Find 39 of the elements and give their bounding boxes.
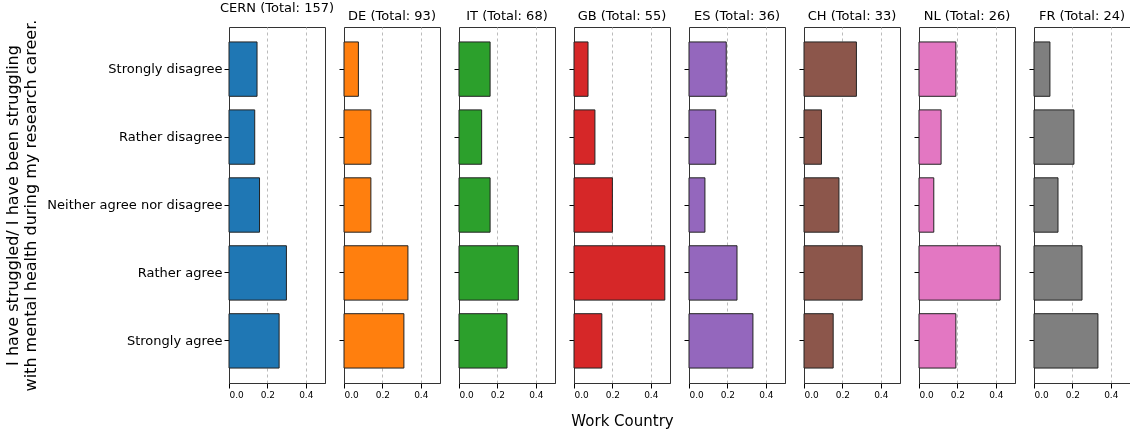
x-tick-label: 0.0 <box>459 389 475 400</box>
x-tick-label: 0.2 <box>375 389 391 400</box>
x-tick-label: 0.2 <box>260 389 276 400</box>
x-tick-label: 0.2 <box>950 389 966 400</box>
x-tick-label: 0.4 <box>1104 389 1119 400</box>
x-tick-label: 0.4 <box>644 389 659 400</box>
y-tick-label: Neither agree nor disagree <box>47 197 223 212</box>
chart-title: CERN (Total: 157) <box>219 0 335 16</box>
x-tick-label: 0.0 <box>574 389 590 400</box>
chart-title: NL (Total: 26) <box>923 8 1011 23</box>
x-tick-label: 0.2 <box>1065 389 1081 400</box>
x-tick-label: 0.4 <box>874 389 889 400</box>
chart-title: CH (Total: 33) <box>807 8 897 23</box>
x-tick-label: 0.2 <box>835 389 851 400</box>
y-tick-label: Rather disagree <box>119 129 223 145</box>
y-tick-label: Rather agree <box>137 264 223 280</box>
x-tick-label: 0.0 <box>1034 389 1050 400</box>
x-tick-label: 0.0 <box>804 389 820 400</box>
x-tick-label: 0.0 <box>689 389 705 400</box>
x-tick-label: 0.4 <box>759 389 774 400</box>
chart-title: ES (Total: 36) <box>693 8 781 23</box>
chart-title: GB (Total: 55) <box>577 8 667 23</box>
x-tick-label: 0.2 <box>605 389 621 400</box>
x-tick-label: 0.0 <box>919 389 935 400</box>
y-tick-label: Strongly agree <box>126 332 223 348</box>
chart-title: DE (Total: 93) <box>348 8 436 23</box>
x-tick-label: 0.2 <box>490 389 506 400</box>
x-tick-label: 0.0 <box>229 389 245 400</box>
y-axis-title: I have struggled/ I have been struggling with mental health during my research career. <box>3 19 41 392</box>
x-tick-label: 0.4 <box>529 389 544 400</box>
y-tick-label: Strongly disagree <box>108 61 223 77</box>
x-axis-title: Work Country <box>571 411 674 430</box>
chart-title: IT (Total: 68) <box>466 8 548 23</box>
x-tick-label: 0.4 <box>989 389 1004 400</box>
x-tick-label: 0.4 <box>414 389 429 400</box>
x-tick-label: 0.4 <box>299 389 314 400</box>
x-tick-label: 0.0 <box>344 389 360 400</box>
x-tick-label: 0.2 <box>720 389 736 400</box>
chart-title: FR (Total: 24) <box>1038 8 1126 23</box>
